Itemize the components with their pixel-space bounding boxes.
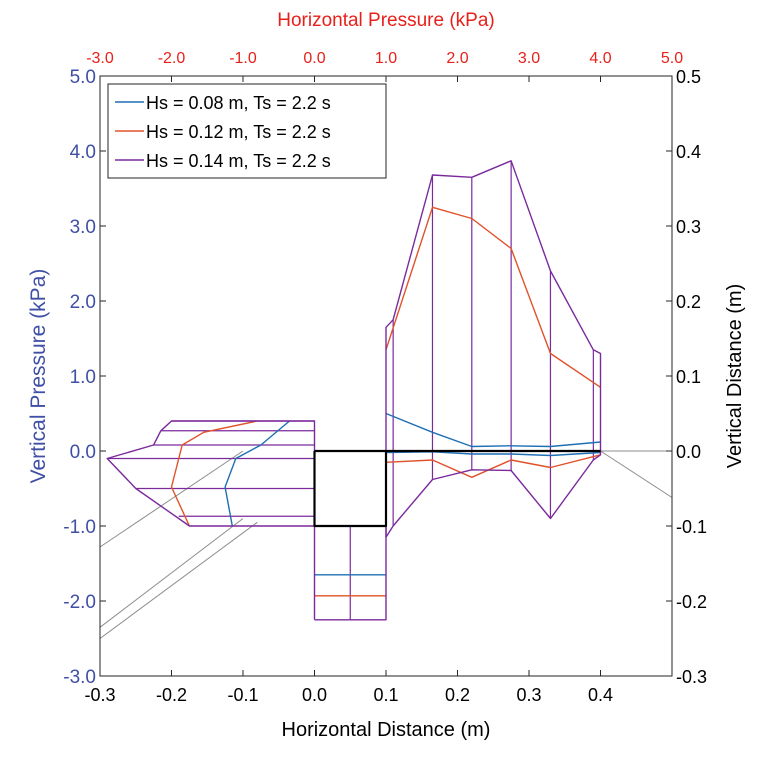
series-2-line [385,206,601,388]
x-tick-label: 0.4 [588,685,613,705]
top-tick-label: 0.0 [303,50,325,67]
x-tick-label: -0.2 [156,685,187,705]
y-tick-label: 2.0 [70,292,96,313]
top-tick-label: 4.0 [589,50,611,67]
series-3-line [314,526,387,621]
series-2-line [385,454,601,478]
reference-line [99,521,258,639]
y-tick-label: 0.0 [70,442,96,463]
top-tick-label: -2.0 [158,50,186,67]
top-axis-label: Horizontal Pressure (kPa) [277,10,495,31]
x-tick-label: -0.1 [227,685,258,705]
tick-labels: -0.3 -0.2 -0.1 0.0 0.1 0.2 0.3 0.4 -3.0 -2.0 -1.0 0… [63,50,707,705]
x-tick-label: -0.3 [84,685,115,705]
structure-outline [313,449,601,528]
y-tick-label: 1.0 [70,367,96,388]
structure-line [313,451,388,528]
top-tick-label: 5.0 [661,50,683,67]
series-1-line [224,420,290,527]
legend-box [107,83,387,179]
series-2-line [170,420,258,527]
legend-entry: Hs = 0.08 m, Ts = 2.2 s [146,93,331,113]
y-tick-label: -1.0 [63,517,96,538]
right-tick-label: -0.2 [676,592,707,612]
axis-ticks [99,75,673,677]
top-tick-label: -3.0 [86,50,114,67]
right-tick-label: 0.5 [676,67,701,87]
x-tick-label: 0.1 [373,685,398,705]
legend-entry: Hs = 0.14 m, Ts = 2.2 s [146,151,331,171]
reference-line [99,450,244,548]
x-axis-label: Horizontal Distance (m) [282,719,491,741]
series-3-line [106,420,316,620]
y-tick-label: 4.0 [70,142,96,163]
y-axis-label: Vertical Pressure (kPa) [27,269,50,484]
top-tick-label: 3.0 [518,50,540,67]
series-1-line [385,412,601,448]
right-tick-label: 0.3 [676,217,701,237]
series-3-line [385,160,602,538]
legend: Hs = 0.08 m, Ts = 2.2 s Hs = 0.12 m, Ts … [107,83,387,179]
legend-entry: Hs = 0.12 m, Ts = 2.2 s [146,122,331,142]
y-tick-label: 5.0 [70,67,96,88]
right-tick-label: -0.3 [676,667,707,687]
right-tick-label: 0.4 [676,142,701,162]
right-tick-label: 0.1 [676,367,701,387]
pressure-bars [107,160,594,620]
top-tick-label: 1.0 [375,50,397,67]
top-tick-label: 2.0 [446,50,468,67]
top-tick-label: -1.0 [229,50,257,67]
y-tick-label: 3.0 [70,217,96,238]
right-tick-label: 0.2 [676,292,701,312]
right-axis-label: Vertical Distance (m) [724,284,746,469]
x-tick-label: 0.3 [516,685,541,705]
reference-line [99,518,244,628]
y-tick-label: -3.0 [63,667,96,688]
right-tick-label: -0.1 [676,517,707,537]
x-tick-label: 0.2 [445,685,470,705]
series-lines [106,160,602,621]
reference-line [600,450,673,498]
y-tick-label: -2.0 [63,592,96,613]
x-tick-label: 0.0 [302,685,327,705]
right-tick-label: 0.0 [676,442,701,462]
